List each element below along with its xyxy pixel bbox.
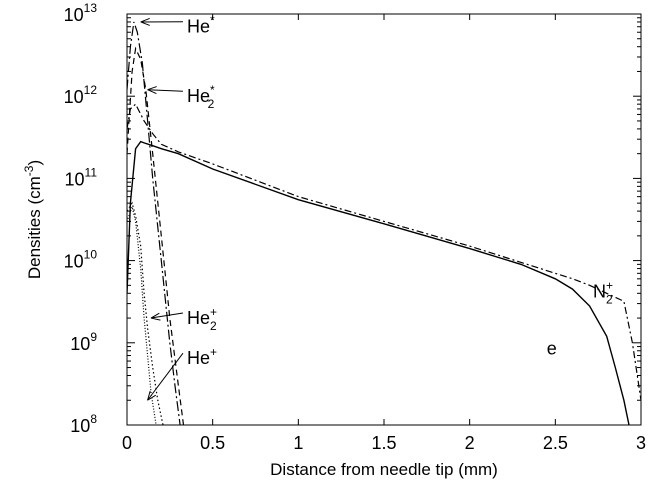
x-tick-label: 2 <box>465 433 475 453</box>
annotation-arrow-head <box>140 17 150 26</box>
annotation-arrow-head <box>147 390 157 401</box>
series-label: N+ 2 <box>593 279 613 307</box>
series-line-3 <box>127 140 630 425</box>
y-tick-label: 1010 <box>64 248 98 272</box>
series-line-1 <box>127 46 185 425</box>
annotation-arrow-head <box>147 86 157 95</box>
annotation-arrow-head <box>150 312 161 321</box>
annotation-arrow-line <box>147 89 183 92</box>
series-label: He* <box>187 14 215 37</box>
series-label: He* 2 <box>187 83 215 111</box>
y-tick-label: 109 <box>70 330 97 354</box>
y-tick-label: 1011 <box>65 165 98 189</box>
x-axis-label: Distance from needle tip (mm) <box>270 460 498 479</box>
y-tick-label: 1013 <box>64 1 98 25</box>
x-tick-label: 3 <box>636 433 646 453</box>
y-axis-label-main: Densities (cm <box>25 176 44 279</box>
annotation-arrow-line <box>147 352 184 401</box>
y-axis-ticks: 108 109 1010 1011 1012 1013 <box>64 1 641 436</box>
y-tick-label: 1012 <box>64 83 98 107</box>
x-tick-label: 0.5 <box>200 433 225 453</box>
series-line-5 <box>127 204 157 425</box>
series-line-2 <box>127 103 641 401</box>
x-tick-label: 0 <box>122 433 132 453</box>
series-annotations: He* He* 2 He+ 2 He+ N+ 2 e <box>140 14 613 401</box>
y-axis-label: Densities (cm-3) <box>22 160 44 279</box>
y-axis-label-exp: -3 <box>22 165 36 176</box>
series-label: He+ <box>187 345 217 368</box>
y-tick-label: 108 <box>70 412 97 436</box>
x-axis-ticks: 0 0.5 1 1.5 2 2.5 3 <box>122 14 646 453</box>
x-tick-label: 1.5 <box>371 433 396 453</box>
x-tick-label: 2.5 <box>543 433 568 453</box>
series-label: e <box>547 339 557 359</box>
x-tick-label: 1 <box>293 433 303 453</box>
series-label: He+ 2 <box>187 305 217 333</box>
chart-marks <box>127 21 641 425</box>
series-line-0 <box>127 21 181 425</box>
series-line-4 <box>127 201 164 425</box>
annotation-arrow-line <box>150 312 184 319</box>
y-axis-label-close: ) <box>25 160 44 166</box>
